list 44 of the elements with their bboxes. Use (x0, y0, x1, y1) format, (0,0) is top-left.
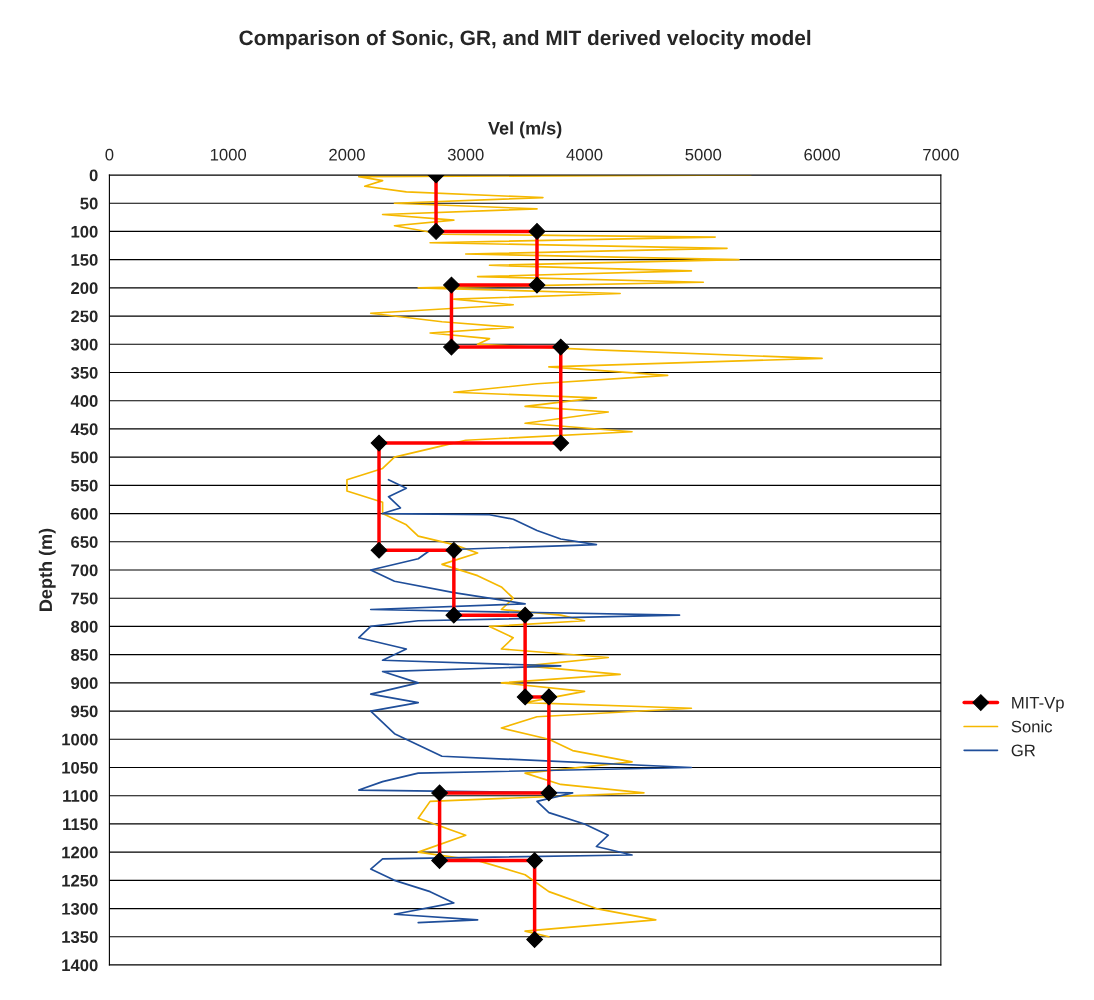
y-tick-label: 1350 (62, 931, 98, 944)
x-tick-label: 0 (105, 148, 114, 161)
y-tick-label: 1200 (62, 846, 98, 859)
y-tick-label: 450 (70, 423, 98, 436)
y-tick-label: 1250 (62, 874, 98, 887)
x-tick-label: 4000 (566, 148, 603, 161)
y-tick-label: 650 (71, 536, 98, 548)
x-tick-label: 3000 (447, 148, 484, 161)
x-tick-label: 2000 (329, 148, 365, 161)
y-tick-label: 350 (70, 366, 98, 379)
y-tick-label: 1300 (62, 902, 98, 915)
y-tick-label: 500 (71, 451, 98, 464)
y-tick-label: 1400 (62, 959, 98, 972)
x-tick-label: 1000 (210, 148, 247, 161)
chart-title: Comparison of Sonic, GR, and MIT derived velocity model (239, 29, 811, 50)
y-tick-label: 750 (71, 592, 98, 605)
x-tick-label: 7000 (923, 148, 959, 161)
y-tick-label: 1050 (62, 761, 98, 774)
y-tick-label: 1150 (63, 818, 98, 831)
line-series (357, 478, 693, 924)
y-tick-label: 1000 (62, 733, 98, 746)
y-tick-label: 400 (70, 395, 98, 407)
y-tick-label: 250 (71, 310, 98, 323)
legend-label: MIT-Vp (1012, 696, 1064, 712)
y-tick-label: 50 (80, 197, 98, 210)
y-tick-label: 150 (71, 254, 98, 266)
x-tick-label: 5000 (685, 148, 722, 161)
x-tick-label: 6000 (804, 148, 840, 161)
y-tick-label: 850 (71, 649, 98, 661)
y-tick-label: 800 (71, 620, 98, 633)
y-tick-label: 700 (71, 564, 98, 577)
x-axis-title: Vel (m/s) (488, 121, 562, 139)
y-tick-label: 200 (71, 282, 98, 295)
y-tick-label: 100 (71, 225, 98, 238)
legend-label: Sonic (1011, 720, 1053, 733)
y-tick-label: 600 (71, 507, 98, 520)
legend-label: GR (1011, 744, 1036, 757)
y-axis-title: Depth (m) (38, 528, 56, 611)
y-tick-label: 0 (89, 169, 98, 182)
y-tick-label: 950 (71, 705, 98, 718)
y-tick-label: 300 (70, 338, 98, 351)
y-tick-label: 550 (71, 479, 98, 492)
y-tick-label: 1100 (63, 790, 98, 802)
y-tick-label: 900 (71, 677, 98, 690)
